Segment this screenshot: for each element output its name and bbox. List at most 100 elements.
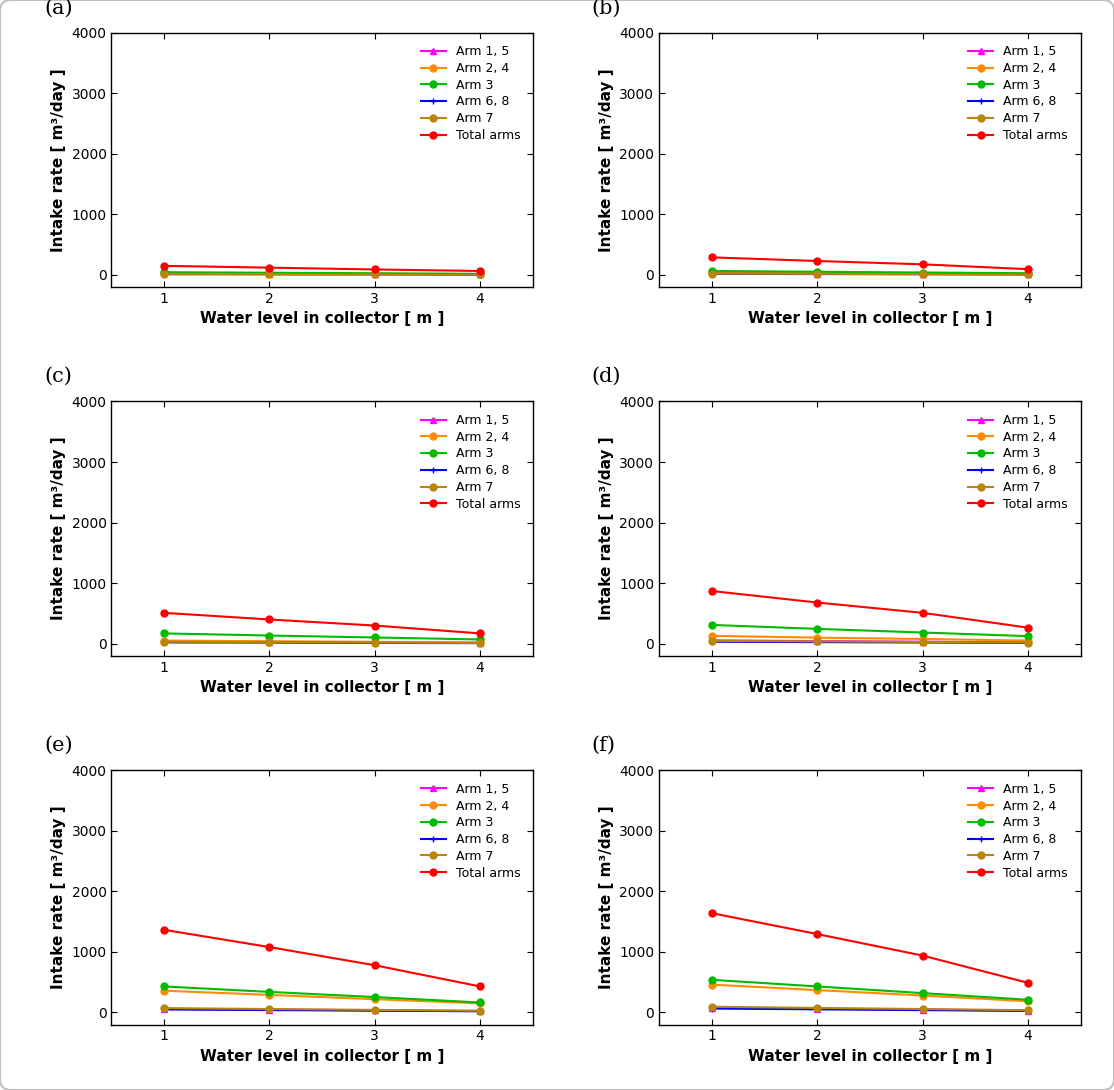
Arm 3	[157, 266, 170, 279]
Arm 3	[811, 622, 824, 635]
Line: Arm 7: Arm 7	[709, 1003, 1032, 1014]
Arm 6, 8	[811, 635, 824, 649]
Arm 2, 4	[263, 267, 276, 280]
Arm 7	[157, 267, 170, 280]
Arm 6, 8	[263, 1004, 276, 1017]
Arm 7	[473, 637, 487, 650]
Arm 7	[705, 267, 719, 280]
Total arms	[705, 584, 719, 597]
Arm 3	[263, 629, 276, 642]
Text: (a): (a)	[43, 0, 72, 17]
Arm 6, 8	[705, 267, 719, 280]
Arm 2, 4	[263, 989, 276, 1002]
Arm 6, 8	[473, 1005, 487, 1018]
Legend: Arm 1, 5, Arm 2, 4, Arm 3, Arm 6, 8, Arm 7, Total arms: Arm 1, 5, Arm 2, 4, Arm 3, Arm 6, 8, Arm…	[962, 776, 1074, 886]
Line: Arm 1, 5: Arm 1, 5	[160, 270, 483, 278]
Total arms	[1022, 977, 1035, 990]
Arm 1, 5	[811, 634, 824, 647]
Line: Arm 3: Arm 3	[709, 267, 1032, 277]
Y-axis label: Intake rate [ m³/day ]: Intake rate [ m³/day ]	[51, 68, 66, 252]
Total arms	[368, 619, 381, 632]
Line: Arm 2, 4: Arm 2, 4	[160, 269, 483, 278]
Arm 3	[705, 618, 719, 631]
Arm 6, 8	[473, 268, 487, 281]
Arm 3	[473, 996, 487, 1009]
Line: Arm 1, 5: Arm 1, 5	[160, 638, 483, 646]
Text: (f): (f)	[592, 736, 616, 755]
Line: Total arms: Total arms	[160, 926, 483, 990]
Total arms	[811, 928, 824, 941]
Arm 2, 4	[473, 635, 487, 649]
Total arms	[916, 606, 929, 619]
Arm 7	[368, 635, 381, 649]
Arm 2, 4	[368, 635, 381, 649]
Arm 1, 5	[705, 633, 719, 646]
Total arms	[263, 262, 276, 275]
Arm 1, 5	[263, 1003, 276, 1016]
Line: Arm 7: Arm 7	[709, 270, 1032, 278]
Arm 6, 8	[811, 267, 824, 280]
Arm 2, 4	[368, 993, 381, 1006]
Total arms	[263, 941, 276, 954]
Total arms	[157, 606, 170, 619]
X-axis label: Water level in collector [ m ]: Water level in collector [ m ]	[747, 1049, 993, 1064]
Arm 2, 4	[263, 634, 276, 647]
Line: Arm 6, 8: Arm 6, 8	[709, 1005, 1032, 1015]
Arm 7	[263, 1003, 276, 1016]
Arm 7	[916, 635, 929, 649]
X-axis label: Water level in collector [ m ]: Water level in collector [ m ]	[199, 1049, 444, 1064]
Arm 1, 5	[705, 267, 719, 280]
Line: Arm 7: Arm 7	[709, 638, 1032, 646]
Arm 1, 5	[1022, 635, 1035, 649]
Arm 1, 5	[1022, 267, 1035, 280]
Arm 6, 8	[263, 637, 276, 650]
Arm 6, 8	[368, 1004, 381, 1017]
Arm 1, 5	[263, 267, 276, 280]
Arm 6, 8	[157, 1003, 170, 1016]
Arm 6, 8	[1022, 268, 1035, 281]
Total arms	[705, 251, 719, 264]
Arm 3	[916, 986, 929, 1000]
Line: Arm 3: Arm 3	[709, 977, 1032, 1003]
Arm 7	[811, 267, 824, 280]
Arm 7	[1022, 268, 1035, 281]
Arm 2, 4	[157, 267, 170, 280]
Arm 6, 8	[1022, 637, 1035, 650]
Text: (e): (e)	[43, 736, 72, 755]
Arm 6, 8	[368, 637, 381, 650]
Y-axis label: Intake rate [ m³/day ]: Intake rate [ m³/day ]	[598, 68, 614, 252]
Total arms	[368, 263, 381, 276]
Arm 1, 5	[916, 635, 929, 649]
Arm 3	[157, 980, 170, 993]
Arm 6, 8	[916, 268, 929, 281]
X-axis label: Water level in collector [ m ]: Water level in collector [ m ]	[747, 312, 993, 326]
Arm 1, 5	[473, 637, 487, 650]
Line: Arm 6, 8: Arm 6, 8	[160, 1006, 483, 1015]
Arm 1, 5	[811, 1002, 824, 1015]
Total arms	[1022, 263, 1035, 276]
Arm 3	[473, 267, 487, 280]
Arm 7	[811, 634, 824, 647]
Arm 6, 8	[1022, 1004, 1035, 1017]
Arm 6, 8	[368, 268, 381, 281]
Line: Total arms: Total arms	[160, 263, 483, 275]
Arm 6, 8	[473, 637, 487, 650]
Arm 7	[1022, 1004, 1035, 1017]
Arm 1, 5	[157, 1003, 170, 1016]
Line: Arm 2, 4: Arm 2, 4	[160, 988, 483, 1007]
Arm 7	[263, 635, 276, 649]
Arm 2, 4	[811, 267, 824, 280]
Y-axis label: Intake rate [ m³/day ]: Intake rate [ m³/day ]	[51, 437, 66, 620]
Legend: Arm 1, 5, Arm 2, 4, Arm 3, Arm 6, 8, Arm 7, Total arms: Arm 1, 5, Arm 2, 4, Arm 3, Arm 6, 8, Arm…	[414, 39, 527, 148]
Y-axis label: Intake rate [ m³/day ]: Intake rate [ m³/day ]	[598, 806, 614, 990]
Arm 6, 8	[916, 635, 929, 649]
Line: Arm 2, 4: Arm 2, 4	[160, 637, 483, 646]
Arm 1, 5	[916, 1003, 929, 1016]
Line: Arm 1, 5: Arm 1, 5	[709, 637, 1032, 646]
Arm 3	[473, 633, 487, 646]
Arm 7	[916, 267, 929, 280]
X-axis label: Water level in collector [ m ]: Water level in collector [ m ]	[747, 680, 993, 695]
Total arms	[473, 265, 487, 278]
Line: Arm 3: Arm 3	[160, 983, 483, 1006]
Arm 1, 5	[157, 634, 170, 647]
